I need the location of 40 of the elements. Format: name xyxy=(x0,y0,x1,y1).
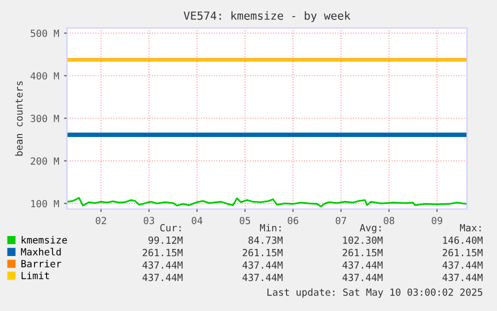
text: Last update: Sat May 10 03:00:02 2025 xyxy=(267,288,482,298)
text: 261.15M xyxy=(342,248,383,256)
text: 99.12M xyxy=(148,236,183,244)
text: 437.44M xyxy=(342,261,383,269)
text: 261.15M xyxy=(142,248,183,256)
x-tick-label: 07 xyxy=(336,216,346,224)
text: Min: xyxy=(260,224,281,232)
text: 437.44M xyxy=(442,261,483,269)
text: 437.44M xyxy=(142,261,183,269)
text: 146.40M xyxy=(443,236,483,244)
legend-label: kmemsize xyxy=(22,236,67,244)
legend-label: Limit xyxy=(22,272,49,280)
x-tick-label: 02 xyxy=(96,216,106,224)
y-tick-label: 100 M xyxy=(31,200,59,208)
x-tick-label: 04 xyxy=(192,216,202,224)
x-tick-label: 05 xyxy=(240,216,250,224)
legend-label: Barrier xyxy=(21,260,62,268)
y-tick-label: 500 M xyxy=(30,30,59,37)
text: 102.30M xyxy=(343,236,383,244)
x-tick-label: 09 xyxy=(432,216,442,224)
text: 437.44M xyxy=(342,274,383,282)
text: 84.73M xyxy=(248,236,283,244)
text: 437.44M xyxy=(142,274,183,282)
legend-label: Maxheld xyxy=(21,248,61,256)
text: 261.15M xyxy=(442,248,483,256)
text: Max: xyxy=(460,224,481,232)
chart-title: VE574: kmemsize - by week xyxy=(184,11,350,22)
text: 437.44M xyxy=(442,274,483,282)
text: Cur: xyxy=(160,224,181,232)
text: 437.44M xyxy=(242,261,283,269)
x-tick-label: 03 xyxy=(144,216,154,224)
text: Avg: xyxy=(360,224,381,234)
y-tick-label: 400 M xyxy=(30,72,59,80)
y-tick-label: 200 M xyxy=(30,157,59,165)
y-tick-label: 300 M xyxy=(30,114,59,122)
x-tick-label: 08 xyxy=(384,216,394,224)
text: 437.44M xyxy=(242,274,283,282)
text: 261.15M xyxy=(242,248,283,256)
x-tick-label: 06 xyxy=(288,216,298,224)
y-axis-title: bean counters xyxy=(15,81,23,156)
